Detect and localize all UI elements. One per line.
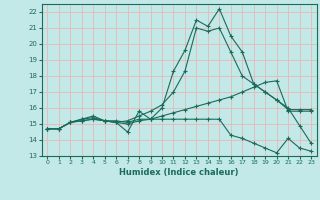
X-axis label: Humidex (Indice chaleur): Humidex (Indice chaleur) [119,168,239,177]
